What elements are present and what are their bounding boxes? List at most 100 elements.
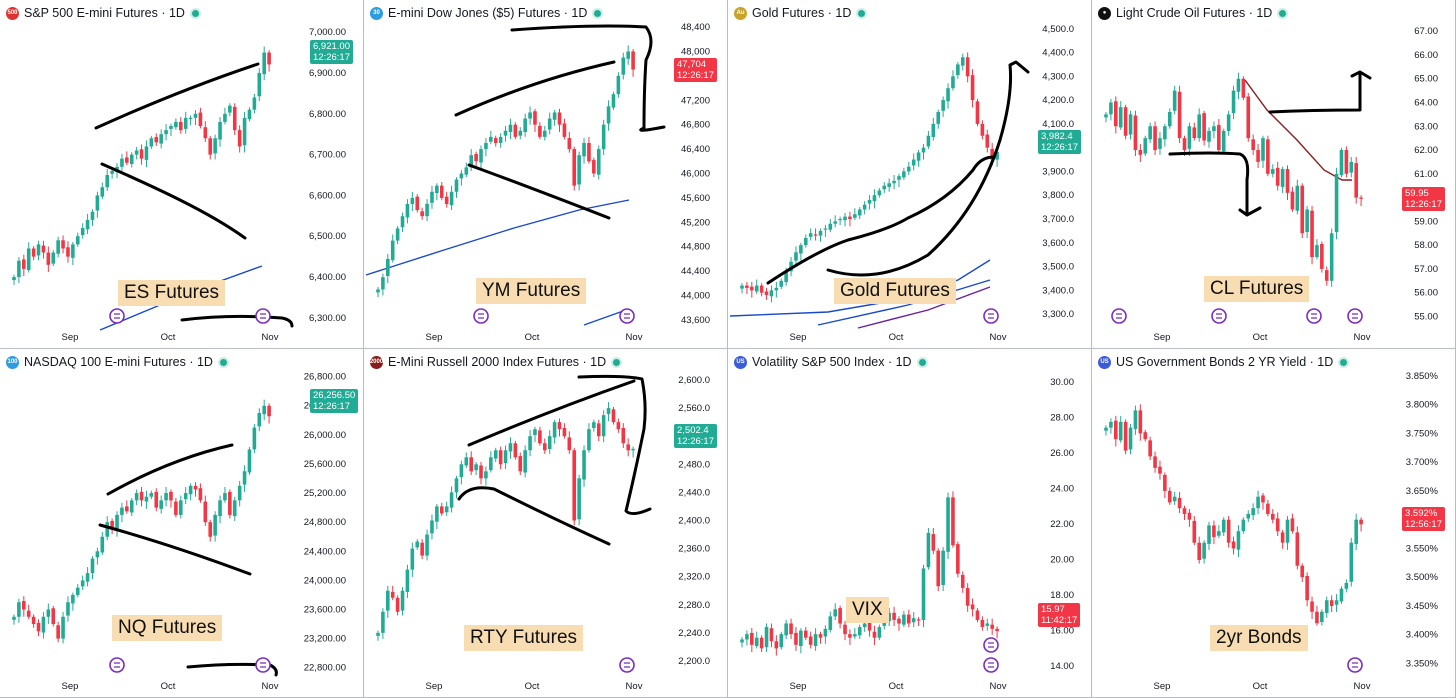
candle-body [813,234,818,236]
chart-gold[interactable]: 4,500.04,400.04,300.04,200.04,100.04,000… [728,0,1092,349]
candle-body [926,532,931,568]
event-icon[interactable] [619,308,635,324]
candle-body [557,112,562,125]
event-icon[interactable] [1306,308,1322,324]
event-icon[interactable] [473,308,489,324]
event-icon[interactable] [109,657,125,673]
candle-body [1153,126,1157,151]
candle-body [1104,114,1108,118]
chart-header[interactable]: US US Government Bonds 2 YR Yield · 1D [1098,354,1348,370]
panel-ym[interactable]: 48,40048,00047,60047,20046,80046,40046,0… [364,0,728,349]
event-icon[interactable] [255,657,271,673]
candle-body [95,195,100,211]
candle-body [203,127,208,139]
candle-body [980,123,985,136]
candle-body [596,423,601,437]
candle-body [252,97,257,110]
candle-body [169,491,173,501]
candle-body [808,636,813,645]
candle-body [174,501,178,515]
chart-header[interactable]: ● Light Crude Oil Futures · 1D [1098,5,1287,21]
chart-vix[interactable]: 30.00 28.00 26.00 24.00 22.00 20.00 18.00 16.00… [728,349,1092,698]
candle-body [1231,90,1236,114]
candle-body [22,259,26,269]
candle-body [965,57,970,77]
candle-body [833,221,838,224]
candle-body [921,147,926,153]
candle-body [906,166,911,172]
candle-body [75,236,80,245]
panel-gold[interactable]: 4,500.04,400.04,300.04,200.04,100.04,000… [728,0,1092,349]
chart-header[interactable]: Au Gold Futures · 1D [734,5,866,21]
candle-body [956,64,960,76]
candle-body [17,602,21,617]
candle-body [164,493,168,501]
panel-es[interactable]: 7,000.00 6,900.00 6,800.00 6,700.00 6,600.00… [0,0,364,349]
hand-drawn-annotation [180,314,294,328]
candle-body [557,422,562,430]
candle-body [985,623,990,626]
candle-body [587,142,591,162]
y-tick-label: 24.00 [1050,483,1074,494]
y-tick-label: 2,360.0 [678,544,710,555]
chart-header[interactable]: US Volatility S&P 500 Index · 1D [734,354,926,370]
candle-body [410,197,415,204]
x-tick-label: Oct [161,332,176,343]
candle-body [400,216,405,228]
candle-body [542,443,547,451]
candle-body [1315,611,1319,624]
candle-body [474,464,478,471]
event-icon[interactable] [983,308,999,324]
chart-header[interactable]: 100 NASDAQ 100 E-mini Futures · 1D [6,354,227,370]
event-icon[interactable] [255,308,271,324]
chart-2yr[interactable]: 3.850%3.800%3.750%3.700%3.650%3.600%3.55… [1092,349,1456,698]
candle-body [420,211,424,217]
candle-body [198,112,203,127]
panel-cl[interactable]: 67.0066.0065.0064.0063.0062.0061.0060.00… [1092,0,1456,349]
y-tick-label: 30.00 [1050,377,1074,388]
event-icon-glyph [988,642,994,648]
candle-body [995,628,999,632]
candle-body [61,616,65,639]
candle-body [813,634,818,647]
candle-body [425,534,429,556]
event-icon[interactable] [1347,657,1363,673]
chart-header[interactable]: 500 S&P 500 E-mini Futures · 1D [6,5,199,21]
event-icon[interactable] [1347,308,1363,324]
x-tick-label: Nov [1354,681,1371,692]
chart-header[interactable]: 30 E-mini Dow Jones ($5) Futures · 1D [370,5,602,21]
event-icon[interactable] [619,657,635,673]
candle-body [941,100,945,111]
annotation-label: ES Futures [118,280,226,306]
symbol-title: E-mini Dow Jones ($5) Futures · 1D [388,6,588,20]
y-tick-label: 58.00 [1414,240,1438,251]
chart-ym[interactable]: 48,40048,00047,60047,20046,80046,40046,0… [364,0,728,349]
x-tick-label: Nov [262,681,279,692]
panel-rty[interactable]: 2,600.02,560.02,520.02,480.02,440.02,400… [364,349,728,698]
candle-body [232,500,237,517]
candle-body [376,289,380,293]
last-price-label: 59.95 12:26:17 [1402,187,1445,211]
event-icon[interactable] [983,637,999,653]
panel-nq[interactable]: 26,800.0026,400.0026,000.0025,600.0025,2… [0,349,364,698]
candle-body [980,619,985,628]
y-tick-label: 65.00 [1414,74,1438,85]
live-status-icon [613,358,621,366]
countdown-time: 12:26:17 [677,436,714,447]
event-icon[interactable] [109,308,125,324]
event-icon[interactable] [1211,308,1227,324]
event-icon[interactable] [1111,308,1127,324]
panel-2yr[interactable]: 3.850%3.800%3.750%3.700%3.650%3.600%3.55… [1092,349,1456,698]
panel-vix[interactable]: 30.00 28.00 26.00 24.00 22.00 20.00 18.00 16.00… [728,349,1092,698]
chart-header[interactable]: 2000 E-Mini Russell 2000 Index Futures · … [370,354,621,370]
candle-body [1226,519,1231,543]
symbol-title: NASDAQ 100 E-mini Futures · 1D [24,355,213,369]
symbol-icon: 500 [6,6,19,20]
chart-cl[interactable]: 67.0066.0065.0064.0063.0062.0061.0060.00… [1092,0,1456,349]
event-icon[interactable] [983,657,999,673]
last-price-label: 3.592% 12:56:17 [1402,507,1445,531]
chart-es[interactable]: 7,000.00 6,900.00 6,800.00 6,700.00 6,600.00… [0,0,364,349]
candle-body [784,623,788,636]
annotation-label: RTY Futures [464,625,584,651]
candle-body [1158,466,1162,474]
